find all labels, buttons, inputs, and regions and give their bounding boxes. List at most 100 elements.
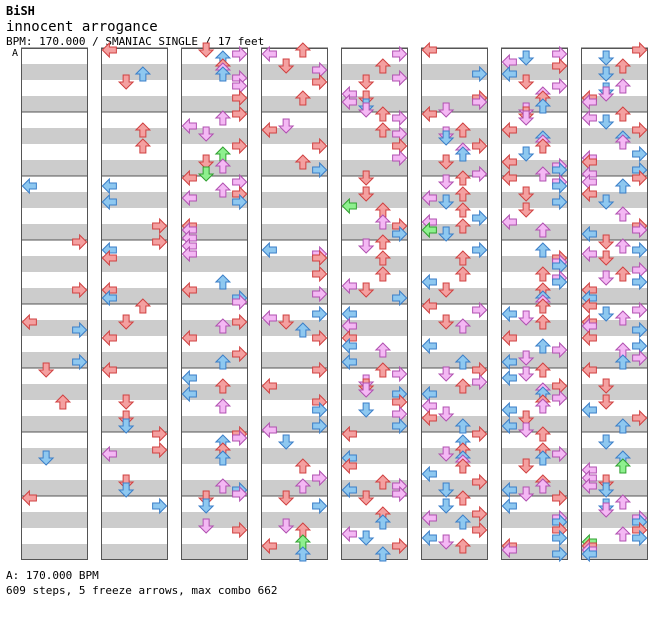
step-arrow-up-eighth	[454, 146, 472, 162]
beat-band	[181, 224, 248, 240]
step-arrow-down-quarter	[37, 362, 55, 378]
step-arrow-right-eighth	[232, 193, 248, 211]
beat-band	[261, 160, 328, 176]
chart-column	[181, 42, 248, 560]
step-arrow-up-sixteenth	[454, 318, 472, 334]
step-arrow-down-eighth	[517, 50, 535, 66]
step-arrow-right-quarter	[152, 217, 168, 235]
beat-band	[21, 512, 88, 528]
step-arrow-right-sixteenth	[472, 93, 488, 111]
beat-band	[261, 64, 328, 80]
step-arrow-down-sixteenth	[437, 406, 455, 422]
step-arrow-left-eighth	[421, 529, 437, 547]
step-arrow-right-eighth	[632, 273, 648, 291]
step-arrow-right-eighth	[392, 289, 408, 307]
step-arrow-up-quarter	[454, 122, 472, 138]
column-border	[21, 48, 88, 560]
beat-band	[261, 288, 328, 304]
step-arrow-left-sixteenth	[421, 509, 437, 527]
beat-band	[181, 256, 248, 272]
step-arrow-right-sixteenth	[392, 365, 408, 383]
beat-band	[421, 416, 488, 432]
beat-band	[261, 256, 328, 272]
chart-column	[581, 41, 648, 563]
step-arrow-left-quarter	[421, 41, 437, 59]
step-arrow-down-sixteenth	[437, 102, 455, 118]
beat-band	[341, 288, 408, 304]
beat-band	[501, 448, 568, 464]
step-arrow-left-sixteenth	[421, 189, 437, 207]
beat-band	[101, 128, 168, 144]
step-arrow-left-quarter	[501, 329, 517, 347]
beat-band	[341, 224, 408, 240]
step-arrow-right-sixteenth	[472, 301, 488, 319]
beat-band	[501, 256, 568, 272]
step-arrow-up-sixteenth	[614, 494, 632, 510]
step-arrow-down-eighth	[437, 482, 455, 498]
beat-band	[421, 512, 488, 528]
step-arrow-right-quarter	[152, 425, 168, 443]
step-arrow-up-sixteenth	[534, 166, 552, 182]
step-arrow-right-sixteenth	[552, 341, 568, 359]
step-arrow-left-eighth	[341, 337, 357, 355]
step-arrow-down-quarter	[117, 314, 135, 330]
beat-band	[261, 416, 328, 432]
step-arrow-left-quarter	[261, 377, 277, 395]
step-arrow-right-eighth	[632, 321, 648, 339]
beat-band	[101, 384, 168, 400]
step-arrow-down-sixteenth	[437, 446, 455, 462]
step-arrow-up-quarter	[534, 426, 552, 442]
beat-band	[21, 96, 88, 112]
step-arrow-right-quarter	[632, 409, 648, 427]
step-arrow-down-quarter	[517, 74, 535, 90]
step-arrow-down-quarter	[197, 42, 215, 58]
beat-band	[341, 352, 408, 368]
step-arrow-left-eighth	[501, 417, 517, 435]
beat-band	[261, 448, 328, 464]
step-arrow-down-sixteenth	[517, 366, 535, 382]
step-arrow-down-eighth	[437, 130, 455, 146]
beat-band	[101, 224, 168, 240]
step-arrow-left-quarter	[421, 409, 437, 427]
step-arrow-up-quarter	[454, 458, 472, 474]
step-arrow-up-eighth	[374, 546, 392, 562]
step-arrow-up-quarter	[374, 122, 392, 138]
step-arrow-right-quarter	[232, 105, 248, 123]
beat-band	[341, 544, 408, 560]
beat-band	[341, 192, 408, 208]
beat-band	[341, 256, 408, 272]
step-arrow-left-quarter	[101, 361, 117, 379]
beat-band	[261, 96, 328, 112]
step-arrow-left-quarter	[21, 313, 37, 331]
step-arrow-right-quarter	[552, 57, 568, 75]
beat-band	[21, 256, 88, 272]
step-arrow-right-sixteenth	[552, 445, 568, 463]
beat-band	[181, 512, 248, 528]
step-arrow-up-sixteenth	[214, 318, 232, 334]
beat-band	[101, 416, 168, 432]
step-arrow-right-sixteenth	[312, 285, 328, 303]
step-arrow-up-quarter	[374, 266, 392, 282]
step-arrow-down-sixteenth	[597, 270, 615, 286]
step-arrow-right-eighth	[312, 401, 328, 419]
step-arrow-down-quarter	[357, 490, 375, 506]
beat-band	[101, 288, 168, 304]
step-arrow-left-sixteenth	[581, 245, 597, 263]
beat-band	[501, 192, 568, 208]
step-arrow-up-eighth	[534, 242, 552, 258]
step-arrow-up-eighth	[614, 354, 632, 370]
beat-band	[421, 448, 488, 464]
step-arrow-right-eighth	[392, 225, 408, 243]
beat-band	[421, 320, 488, 336]
beat-band	[341, 384, 408, 400]
artist-name: BiSH	[6, 4, 35, 18]
beat-band	[181, 320, 248, 336]
step-arrow-left-sixteenth	[181, 189, 197, 207]
beat-band	[501, 64, 568, 80]
step-arrow-down-sixteenth	[357, 102, 375, 118]
footer-stats: 609 steps, 5 freeze arrows, max combo 66…	[6, 584, 278, 597]
step-arrow-left-eighth	[181, 385, 197, 403]
step-arrow-right-eighth	[312, 305, 328, 323]
beat-band	[341, 416, 408, 432]
step-arrow-up-eighth	[214, 354, 232, 370]
